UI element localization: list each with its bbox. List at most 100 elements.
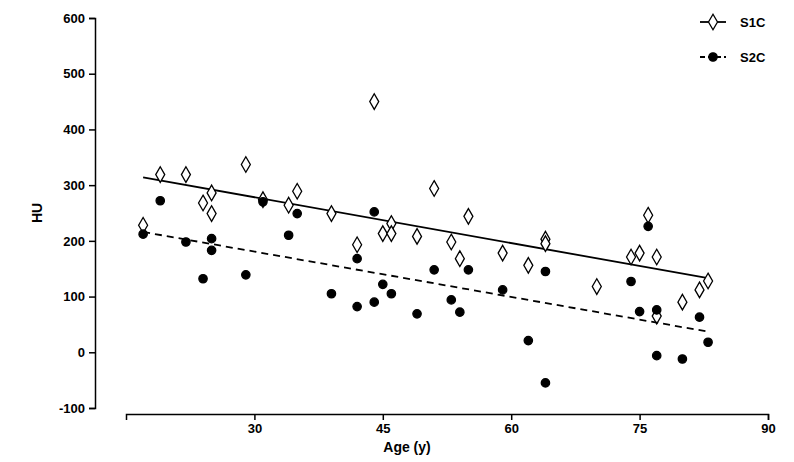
chart-container: -100 0 100 200 300 400 500 600 30 45 60 75 90 Age (y)… — [0, 0, 794, 462]
point — [370, 208, 378, 216]
y-tick-mark — [89, 18, 95, 20]
y-tick-label: 100 — [63, 289, 85, 304]
point — [370, 298, 378, 306]
x-tick: 75 — [633, 414, 647, 436]
x-tick-label: 45 — [376, 421, 390, 436]
y-tick: 100 — [63, 289, 95, 304]
legend-label: S1C — [740, 15, 766, 30]
legend: S1C S2C — [700, 14, 766, 65]
point — [139, 230, 147, 238]
fit-line — [143, 177, 708, 278]
point — [635, 245, 644, 261]
y-tick-label: 300 — [63, 178, 85, 193]
point — [353, 302, 361, 310]
point — [199, 195, 208, 211]
point — [199, 275, 207, 283]
point — [207, 206, 216, 222]
x-tick-mark — [511, 414, 513, 420]
x-axis-title: Age (y) — [383, 439, 430, 455]
point — [524, 258, 533, 274]
point — [413, 229, 422, 245]
point — [284, 231, 292, 239]
point — [413, 310, 421, 318]
point — [242, 271, 250, 279]
point — [704, 338, 712, 346]
x-tick: 60 — [504, 414, 518, 436]
point — [430, 266, 438, 274]
x-tick-label: 75 — [633, 421, 647, 436]
point — [259, 198, 267, 206]
x-tick-label: 90 — [761, 421, 775, 436]
point — [353, 237, 362, 253]
y-tick-label: -100 — [59, 401, 85, 416]
y-axis-line — [89, 19, 96, 409]
point — [207, 234, 215, 242]
point — [284, 197, 293, 213]
x-tick-mark — [254, 414, 256, 420]
point — [430, 181, 439, 197]
point — [156, 167, 165, 183]
point — [379, 280, 387, 288]
y-tick-mark — [89, 129, 95, 131]
point — [387, 226, 396, 242]
point — [627, 277, 635, 285]
y-tick-label: 200 — [63, 234, 85, 249]
x-tick: 90 — [761, 414, 775, 436]
legend-item: S2C — [700, 50, 766, 65]
y-axis: -100 0 100 200 300 400 500 600 — [59, 11, 96, 416]
point — [447, 234, 456, 250]
point — [524, 336, 532, 344]
point — [293, 183, 302, 199]
y-tick-mark — [89, 296, 95, 298]
point — [653, 306, 661, 314]
point — [541, 267, 549, 275]
series-0 — [139, 94, 713, 324]
point — [541, 379, 549, 387]
point — [353, 255, 361, 263]
fit-line — [143, 232, 708, 332]
point — [241, 157, 250, 173]
point — [182, 238, 190, 246]
y-tick: 500 — [63, 66, 95, 81]
point — [704, 273, 713, 289]
y-tick-label: 400 — [63, 122, 85, 137]
point — [181, 167, 190, 183]
point — [258, 192, 267, 208]
y-tick: 600 — [63, 11, 95, 26]
point — [207, 185, 216, 201]
point — [456, 308, 464, 316]
x-tick-mark — [639, 414, 641, 420]
point — [387, 290, 395, 298]
x-axis: 30 45 60 75 90 — [127, 414, 776, 436]
legend-marker — [709, 14, 718, 30]
point — [653, 351, 661, 359]
point — [635, 307, 643, 315]
point — [695, 282, 704, 298]
legend-item: S1C — [700, 14, 766, 30]
x-tick: 30 — [248, 414, 262, 436]
y-tick-label: 0 — [78, 345, 85, 360]
y-tick-mark — [89, 241, 95, 243]
point — [644, 207, 653, 223]
x-tick-label: 60 — [504, 421, 518, 436]
point — [156, 197, 164, 205]
point — [627, 249, 636, 265]
y-tick: 400 — [63, 122, 95, 137]
point — [370, 94, 379, 110]
point — [678, 355, 686, 363]
point — [293, 209, 301, 217]
y-tick: 300 — [63, 178, 95, 193]
point — [464, 209, 473, 225]
legend-marker — [709, 53, 717, 61]
point — [327, 206, 336, 222]
point — [652, 249, 661, 265]
legend-label: S2C — [740, 50, 766, 65]
point — [678, 294, 687, 310]
y-tick-label: 500 — [63, 66, 85, 81]
point — [695, 313, 703, 321]
x-tick-mark — [383, 414, 385, 420]
x-tick-mark — [768, 414, 770, 420]
series-1 — [139, 197, 712, 388]
plot-area — [139, 94, 713, 387]
y-tick: 0 — [78, 345, 95, 360]
